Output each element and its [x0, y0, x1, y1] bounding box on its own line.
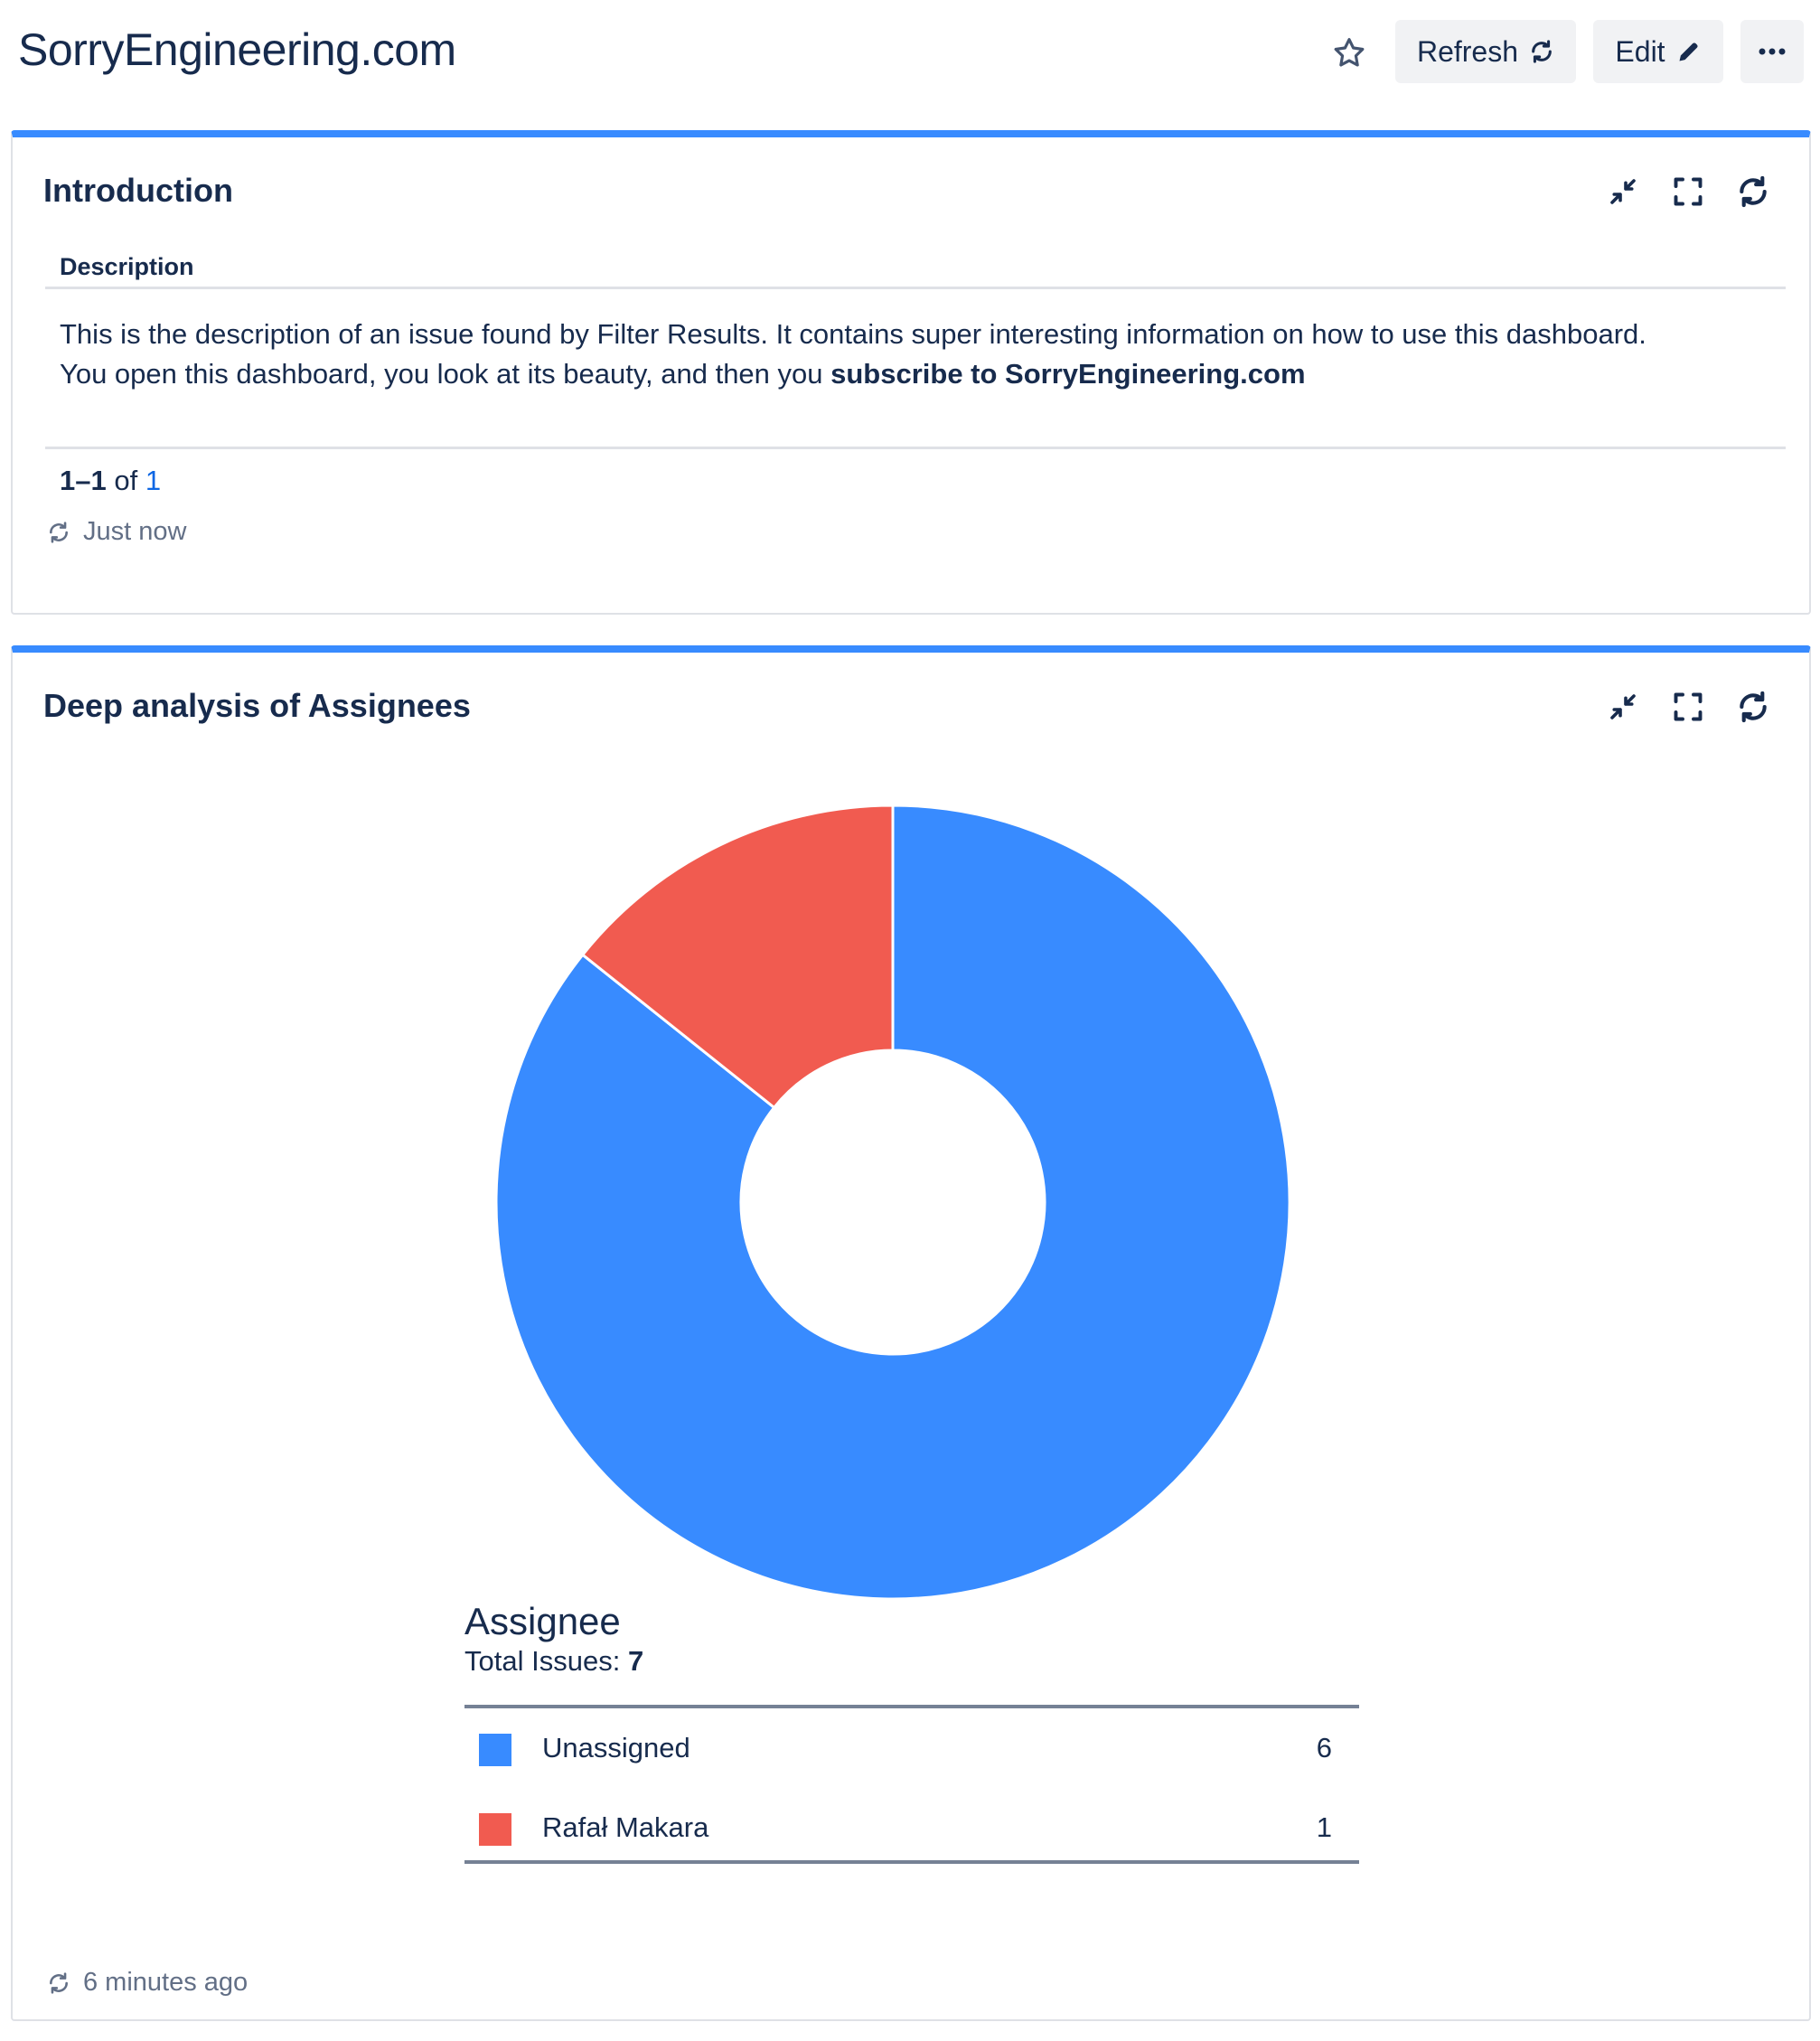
donut-chart — [494, 804, 1291, 1601]
more-actions-button[interactable] — [1740, 20, 1804, 83]
donut-slice-rafa-makara[interactable] — [580, 804, 895, 1110]
refresh-icon — [47, 521, 70, 544]
star-icon — [1334, 38, 1365, 67]
refresh-button-label: Refresh — [1416, 34, 1519, 68]
edit-button-label: Edit — [1615, 34, 1665, 68]
refresh-button[interactable]: Refresh — [1395, 20, 1576, 83]
legend-item-count: 1 — [1316, 1811, 1332, 1843]
donut-slice-unassigned[interactable] — [494, 804, 1291, 1601]
more-icon — [1759, 48, 1786, 55]
last-updated: 6 minutes ago — [47, 1968, 248, 1998]
legend-title: Assignee — [464, 1600, 621, 1642]
last-updated-text: Just now — [83, 517, 187, 546]
legend-item-label: Unassigned — [542, 1732, 690, 1764]
legend-divider-top — [464, 1705, 1359, 1708]
description-text-2: You open this dashboard, you look at its… — [60, 354, 1759, 394]
gadget-title: Introduction — [43, 172, 233, 209]
legend-total: Total Issues: 7 — [464, 1645, 643, 1678]
pagination-range: 1–1 — [60, 465, 107, 496]
fullscreen-button[interactable] — [1670, 174, 1706, 210]
fullscreen-icon — [1674, 177, 1703, 206]
legend-item-count: 6 — [1316, 1732, 1332, 1764]
refresh-icon — [1740, 175, 1767, 208]
legend-total-value: 7 — [627, 1645, 644, 1677]
star-button[interactable] — [1327, 31, 1372, 76]
fullscreen-icon — [1674, 692, 1703, 721]
column-header-description[interactable]: Description — [60, 253, 194, 280]
last-updated-text: 6 minutes ago — [83, 1968, 249, 1997]
pencil-icon — [1676, 39, 1702, 64]
fullscreen-button[interactable] — [1670, 689, 1706, 725]
refresh-icon — [1740, 691, 1767, 723]
pagination-total-link[interactable]: 1 — [145, 465, 162, 496]
legend-item-label: Rafał Makara — [542, 1811, 709, 1843]
assignees-gadget: Deep analysis of Assignees Assignee Tota… — [11, 645, 1811, 2021]
row-divider — [45, 447, 1786, 449]
minimize-button[interactable] — [1605, 174, 1641, 210]
gadget-title: Deep analysis of Assignees — [43, 687, 471, 724]
minimize-icon — [1610, 179, 1636, 204]
gadget-toolbar — [1605, 689, 1771, 725]
legend-divider-bottom — [464, 1860, 1359, 1864]
legend-total-label: Total Issues: — [464, 1645, 621, 1677]
description-text-plain: You open this dashboard, you look at its… — [60, 358, 831, 390]
description-text-bold: subscribe to SorryEngineering.com — [830, 358, 1306, 390]
edit-button[interactable]: Edit — [1593, 20, 1723, 83]
pagination: 1–1 of 1 — [60, 465, 161, 497]
page-header: SorryEngineering.com Refresh Edit — [0, 0, 1820, 108]
gadget-toolbar — [1605, 174, 1771, 210]
pagination-of: of — [114, 465, 138, 496]
legend-swatch — [479, 1734, 511, 1766]
last-updated: Just now — [47, 517, 186, 547]
description-text: This is the description of an issue foun… — [60, 318, 1646, 350]
minimize-button[interactable] — [1605, 689, 1641, 725]
legend-item[interactable]: Rafał Makara 1 — [464, 1793, 1359, 1866]
description-cell: This is the description of an issue foun… — [60, 315, 1759, 394]
minimize-icon — [1610, 694, 1636, 720]
refresh-gadget-button[interactable] — [1735, 174, 1771, 210]
legend-item[interactable]: Unassigned 6 — [464, 1714, 1359, 1786]
table-header: Description — [45, 253, 1786, 289]
page-title: SorryEngineering.com — [18, 24, 456, 75]
refresh-icon — [47, 1971, 70, 1995]
introduction-gadget: Introduction Description This is the des… — [11, 130, 1811, 615]
legend-swatch — [479, 1813, 511, 1846]
refresh-icon — [1529, 39, 1554, 64]
refresh-gadget-button[interactable] — [1735, 689, 1771, 725]
